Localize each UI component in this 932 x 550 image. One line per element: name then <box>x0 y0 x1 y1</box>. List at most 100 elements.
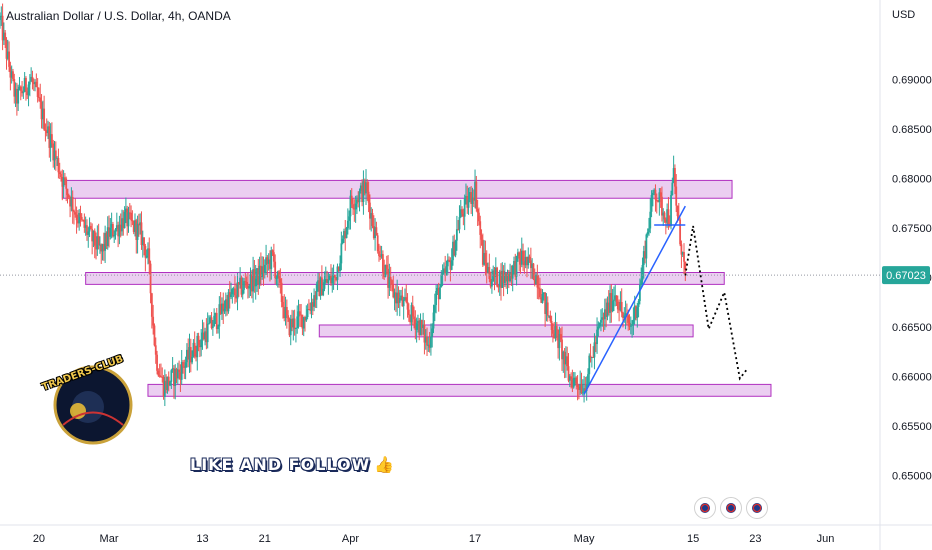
candle-body <box>471 197 474 204</box>
candle-body <box>378 251 380 257</box>
candle-body <box>134 220 136 232</box>
candle-body <box>522 250 524 262</box>
candle-body <box>243 281 245 290</box>
candle-body <box>376 235 379 252</box>
candle-body <box>188 347 191 360</box>
candle-body <box>529 260 532 269</box>
candle-body <box>478 212 480 222</box>
candle-body <box>513 260 515 266</box>
candle-body <box>518 252 521 259</box>
candle-body <box>458 217 461 230</box>
candle-body <box>63 177 66 179</box>
candle-body <box>590 356 593 358</box>
candle-body <box>365 182 367 194</box>
candle-body <box>629 325 632 327</box>
candle-body <box>371 213 374 226</box>
candle-body <box>465 196 467 199</box>
candle-body <box>606 302 609 317</box>
candle-body <box>459 209 462 218</box>
event-flag-icon[interactable] <box>694 497 716 519</box>
candle-body <box>597 326 600 330</box>
candle-body <box>32 82 35 85</box>
candle-body <box>112 224 114 237</box>
candle-body <box>409 314 412 323</box>
candle-body <box>170 370 173 382</box>
candle-body <box>430 336 432 348</box>
candle-body <box>87 231 90 235</box>
candle-body <box>466 196 469 208</box>
candle-body <box>105 232 108 246</box>
candle-body <box>13 79 16 97</box>
price-zone[interactable] <box>85 272 725 285</box>
projection-path[interactable] <box>684 225 749 381</box>
candle-body <box>297 311 300 317</box>
candle-body <box>628 322 631 327</box>
candle-body <box>602 317 605 320</box>
candle-body <box>540 297 543 303</box>
candle-body <box>526 257 528 266</box>
candle-body <box>287 315 290 319</box>
candle-body <box>73 210 75 213</box>
candle-body <box>442 268 445 274</box>
candle-body <box>183 366 186 368</box>
candle-body <box>208 323 210 325</box>
trendline[interactable] <box>583 205 686 395</box>
candle-body <box>531 263 534 269</box>
candle-body <box>423 324 426 343</box>
x-tick-label: Apr <box>342 533 359 545</box>
candle-body <box>375 227 378 236</box>
candle-body <box>35 81 38 88</box>
thumbs-up-icon: 👍 <box>374 455 396 474</box>
event-flag-icon[interactable] <box>746 497 768 519</box>
candle-body <box>4 32 7 41</box>
candle-body <box>428 344 431 348</box>
candle-body <box>641 264 644 281</box>
candle-body <box>214 312 217 316</box>
candle-body <box>36 87 39 97</box>
candle-body <box>452 241 454 261</box>
price-zone[interactable] <box>318 324 694 338</box>
candle-body <box>52 143 55 161</box>
event-flag-icon[interactable] <box>720 497 742 519</box>
candle-body <box>161 376 164 378</box>
candle-body <box>250 274 253 292</box>
candle-body <box>335 277 338 280</box>
candle-body <box>309 309 312 311</box>
candle-body <box>497 286 500 288</box>
candle-body <box>184 362 187 368</box>
candle-body <box>544 292 547 314</box>
candle-body <box>614 295 617 300</box>
candle-body <box>609 293 611 313</box>
candle-body <box>239 277 242 285</box>
candle-body <box>611 300 614 312</box>
candle-body <box>594 342 597 345</box>
candle-body <box>655 199 658 202</box>
candle-body <box>241 289 244 295</box>
candle-body <box>484 252 487 263</box>
candle-body <box>15 88 18 104</box>
candle-body <box>25 77 27 92</box>
x-tick-label: 17 <box>469 533 481 545</box>
candle-body <box>579 384 582 390</box>
candle-body <box>48 126 51 148</box>
candle-body <box>279 278 282 283</box>
candle-body <box>320 277 323 296</box>
candle-body <box>43 108 46 130</box>
candle-body <box>475 181 478 209</box>
candle-body <box>209 317 212 324</box>
candle-body <box>359 185 362 192</box>
price-zone[interactable] <box>147 383 772 397</box>
candle-body <box>583 388 585 393</box>
candle-body <box>140 222 143 246</box>
candle-body <box>218 304 221 327</box>
candle-body <box>27 84 30 96</box>
candle-body <box>228 292 231 298</box>
candle-body <box>389 277 392 281</box>
candle-body <box>346 220 349 228</box>
candle-body <box>302 317 305 329</box>
candle-body <box>30 76 33 82</box>
price-zone[interactable] <box>61 179 733 199</box>
candle-body <box>672 168 675 183</box>
